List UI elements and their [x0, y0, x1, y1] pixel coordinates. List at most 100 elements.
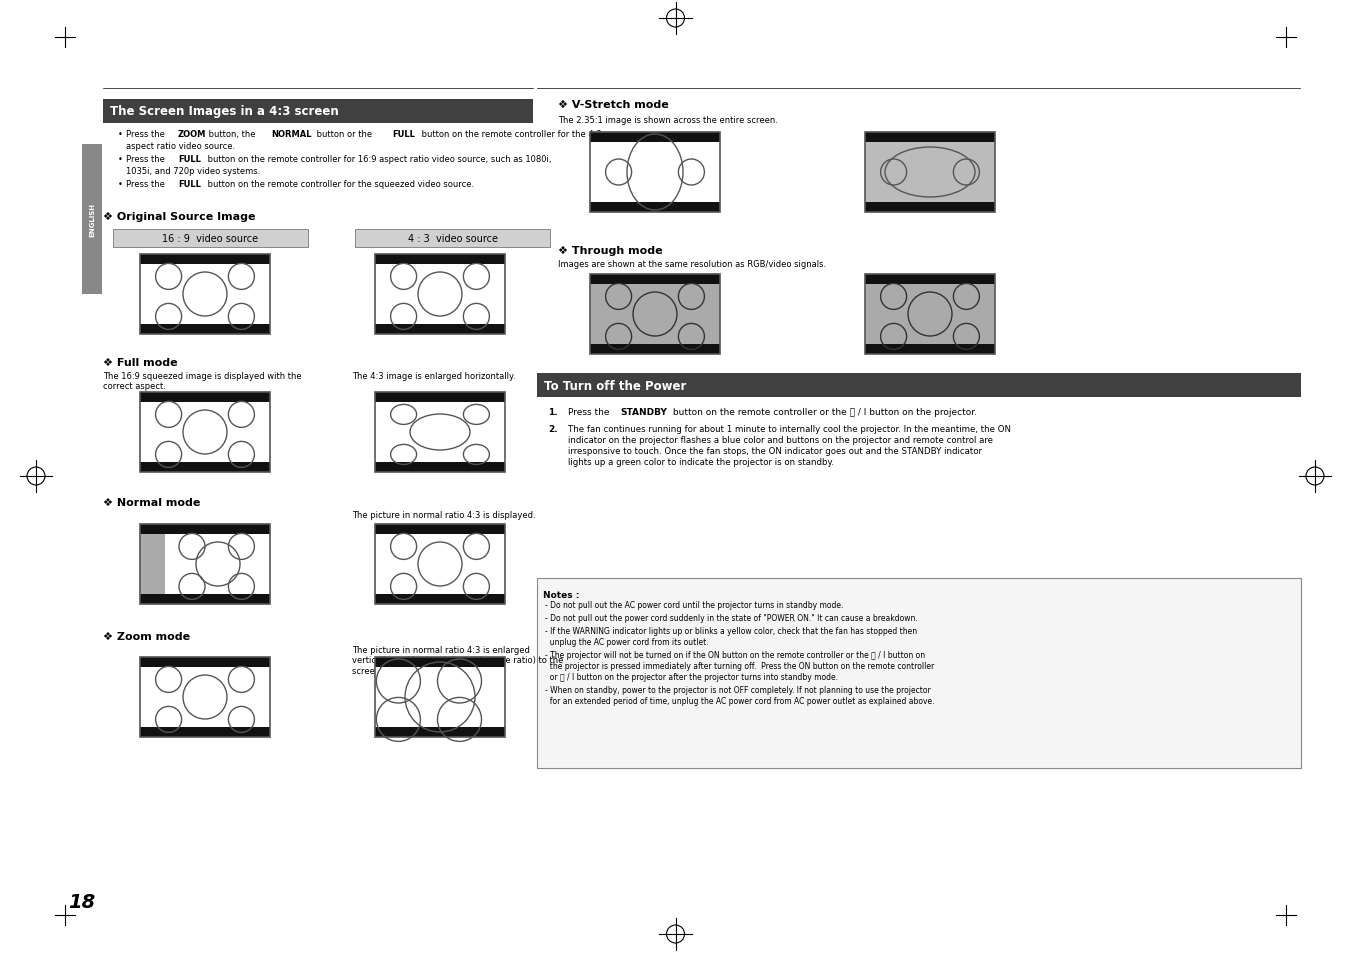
Text: button on the remote controller for the 4:3: button on the remote controller for the …: [419, 130, 601, 139]
Text: button or the: button or the: [313, 130, 374, 139]
Text: FULL: FULL: [392, 130, 415, 139]
Text: The 2.35:1 image is shown across the entire screen.: The 2.35:1 image is shown across the ent…: [558, 116, 778, 125]
Bar: [376, 254, 505, 265]
Text: ZOOM: ZOOM: [178, 130, 207, 139]
Text: ❖ V-Stretch mode: ❖ V-Stretch mode: [558, 100, 669, 110]
Bar: [376, 727, 505, 738]
Bar: [536, 578, 1301, 768]
Text: button on the remote controller or the ⏻ / I button on the projector.: button on the remote controller or the ⏻…: [670, 408, 977, 416]
Text: - When on standby, power to the projector is not OFF completely. If not planning: - When on standby, power to the projecto…: [544, 685, 931, 695]
Text: - Do not pull out the AC power cord until the projector turns in standby mode.: - Do not pull out the AC power cord unti…: [544, 600, 843, 609]
Bar: [141, 524, 270, 604]
Bar: [590, 203, 720, 213]
Bar: [865, 132, 994, 143]
Bar: [376, 393, 505, 402]
Bar: [376, 667, 505, 727]
Text: •: •: [118, 154, 123, 164]
Bar: [865, 285, 994, 345]
Text: or ⏻ / I button on the projector after the projector turns into standby mode.: or ⏻ / I button on the projector after t…: [544, 672, 838, 681]
Text: •: •: [118, 180, 123, 189]
Bar: [865, 143, 994, 203]
Bar: [376, 524, 505, 535]
Bar: [103, 100, 534, 124]
Bar: [141, 658, 270, 667]
Bar: [536, 374, 1301, 397]
Text: The Screen Images in a 4:3 screen: The Screen Images in a 4:3 screen: [109, 106, 339, 118]
Text: - Do not pull out the power cord suddenly in the state of "POWER ON." It can cau: - Do not pull out the power cord suddenl…: [544, 614, 917, 622]
Bar: [141, 402, 270, 462]
Text: 2.: 2.: [549, 424, 558, 434]
Text: The picture in normal ratio 4:3 is enlarged
vertically and horizontally (with sa: The picture in normal ratio 4:3 is enlar…: [353, 645, 563, 675]
Text: FULL: FULL: [178, 180, 201, 189]
Bar: [376, 524, 505, 604]
Text: ENGLISH: ENGLISH: [89, 203, 95, 236]
Bar: [355, 230, 550, 248]
Bar: [141, 667, 270, 727]
Bar: [590, 274, 720, 285]
Bar: [141, 393, 270, 473]
Bar: [590, 345, 720, 355]
Bar: [376, 595, 505, 604]
Text: ❖ Original Source Image: ❖ Original Source Image: [103, 212, 255, 222]
Text: Press the: Press the: [126, 130, 168, 139]
Bar: [590, 285, 720, 345]
Bar: [865, 274, 994, 285]
Bar: [590, 274, 720, 355]
Text: - The projector will not be turned on if the ON button on the remote controller : - The projector will not be turned on if…: [544, 650, 925, 659]
Bar: [376, 658, 505, 738]
Bar: [141, 658, 270, 738]
Text: The picture in normal ratio 4:3 is displayed.: The picture in normal ratio 4:3 is displ…: [353, 511, 535, 519]
Text: unplug the AC power cord from its outlet.: unplug the AC power cord from its outlet…: [544, 638, 709, 646]
Text: ❖ Zoom mode: ❖ Zoom mode: [103, 631, 190, 641]
Text: The fan continues running for about 1 minute to internally cool the projector. I: The fan continues running for about 1 mi…: [567, 424, 1011, 434]
Bar: [376, 462, 505, 473]
Bar: [141, 595, 270, 604]
Text: button, the: button, the: [205, 130, 258, 139]
Text: 16 : 9  video source: 16 : 9 video source: [162, 233, 258, 244]
Bar: [141, 727, 270, 738]
Bar: [865, 132, 994, 213]
Text: NORMAL: NORMAL: [272, 130, 312, 139]
Text: button on the remote controller for 16:9 aspect ratio video source, such as 1080: button on the remote controller for 16:9…: [205, 154, 551, 164]
Bar: [376, 658, 505, 667]
Bar: [141, 393, 270, 402]
Text: Notes :: Notes :: [543, 590, 580, 599]
Bar: [865, 345, 994, 355]
Text: indicator on the projector flashes a blue color and buttons on the projector and: indicator on the projector flashes a blu…: [567, 436, 993, 444]
Bar: [376, 265, 505, 325]
Text: STANDBY: STANDBY: [620, 408, 667, 416]
Text: ❖ Full mode: ❖ Full mode: [103, 357, 177, 368]
Text: Press the: Press the: [126, 154, 168, 164]
Bar: [376, 325, 505, 335]
Text: Press the: Press the: [126, 180, 168, 189]
Text: Press the: Press the: [567, 408, 612, 416]
Text: Images are shown at the same resolution as RGB/video signals.: Images are shown at the same resolution …: [558, 260, 825, 269]
Text: - If the WARNING indicator lights up or blinks a yellow color, check that the fa: - If the WARNING indicator lights up or …: [544, 626, 917, 636]
Text: lights up a green color to indicate the projector is on standby.: lights up a green color to indicate the …: [567, 457, 834, 467]
Bar: [590, 143, 720, 203]
Text: 1.: 1.: [549, 408, 558, 416]
Text: for an extended period of time, unplug the AC power cord from AC power outlet as: for an extended period of time, unplug t…: [544, 697, 935, 705]
Bar: [141, 265, 270, 325]
Bar: [590, 132, 720, 143]
Text: To Turn off the Power: To Turn off the Power: [544, 379, 686, 392]
Bar: [865, 203, 994, 213]
Text: irresponsive to touch. Once the fan stops, the ON indicator goes out and the STA: irresponsive to touch. Once the fan stop…: [567, 447, 982, 456]
Text: 18: 18: [68, 892, 96, 911]
Bar: [590, 132, 720, 213]
Text: aspect ratio video source.: aspect ratio video source.: [126, 142, 235, 151]
Text: FULL: FULL: [178, 154, 201, 164]
Bar: [141, 535, 270, 595]
Bar: [82, 145, 101, 294]
Bar: [141, 325, 270, 335]
Bar: [141, 535, 165, 595]
Bar: [376, 535, 505, 595]
Text: ❖ Normal mode: ❖ Normal mode: [103, 497, 200, 507]
Bar: [376, 254, 505, 335]
Text: the projector is pressed immediately after turning off.  Press the ON button on : the projector is pressed immediately aft…: [544, 661, 935, 670]
Bar: [113, 230, 308, 248]
Text: •: •: [118, 130, 123, 139]
Bar: [376, 402, 505, 462]
Text: 1035i, and 720p video systems.: 1035i, and 720p video systems.: [126, 167, 261, 175]
Text: The 16:9 squeezed image is displayed with the
correct aspect.: The 16:9 squeezed image is displayed wit…: [103, 372, 301, 391]
